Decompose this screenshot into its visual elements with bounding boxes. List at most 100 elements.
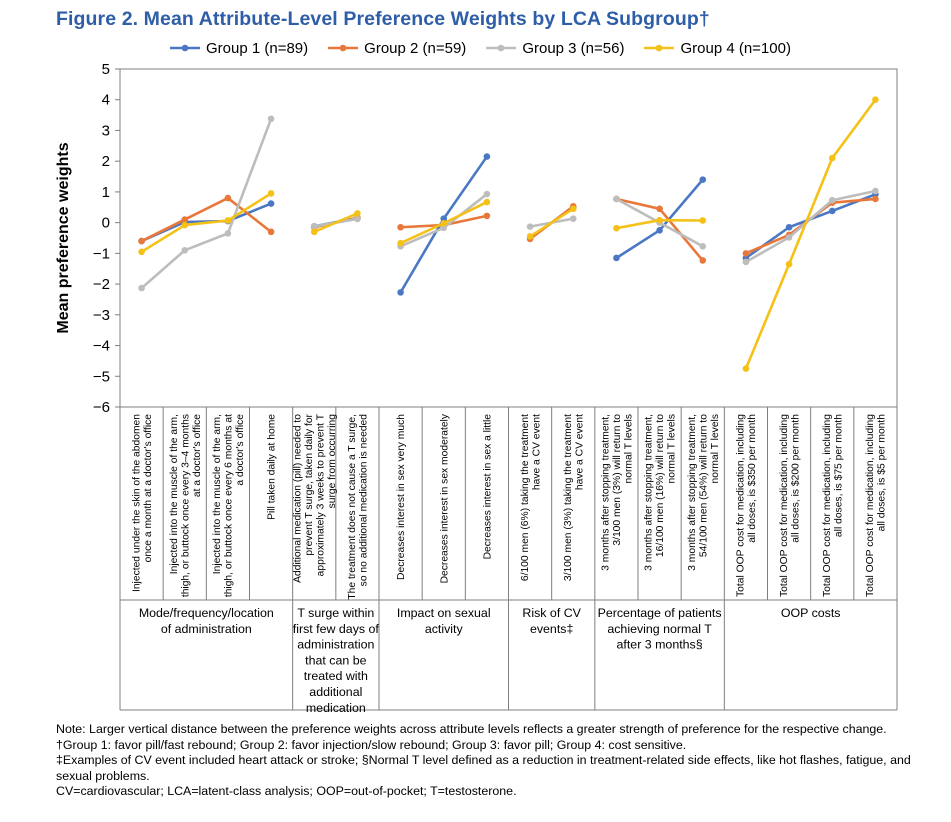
data-point: [397, 289, 404, 296]
y-tick-label: 2: [102, 153, 110, 170]
data-point: [872, 96, 879, 104]
data-point: [699, 176, 707, 183]
category-label: Injected into the muscle of the arm,thig…: [169, 414, 203, 597]
data-point: [656, 216, 663, 224]
note-line: Note: Larger vertical distance between t…: [56, 722, 887, 736]
category-label: Total OOP cost for medication, including…: [779, 414, 802, 597]
y-tick-label: 4: [102, 92, 110, 109]
data-point: [181, 246, 189, 254]
data-point: [138, 284, 145, 292]
line-chart: 5 4 3 2 1 0 −1 −2 −3 −4 −5 −6 Mean preference weight…: [55, 61, 898, 712]
legend-swatch: [328, 44, 359, 52]
chart-notes: Note: Larger vertical distance between t…: [56, 722, 916, 800]
data-point: [267, 228, 275, 236]
data-point: [526, 233, 534, 240]
data-point: [569, 215, 577, 222]
series-line-segment: [140, 192, 272, 253]
group-labels: Mode/frequency/location of administration…: [139, 606, 841, 712]
category-label: Additional medication (pill) needed topr…: [293, 413, 339, 583]
data-point: [828, 207, 836, 215]
category-label: Total OOP cost for medication, including…: [736, 414, 759, 597]
y-tick-label: 0: [102, 215, 110, 232]
data-point: [872, 187, 879, 195]
series-group-4-n-100: [138, 96, 879, 372]
figure-title: Figure 2. Mean Attribute-Level Preferenc…: [56, 8, 710, 30]
data-point: [267, 200, 275, 207]
series-line-segment: [745, 193, 876, 260]
data-point: [138, 237, 145, 245]
category-label: Decreases interest in sex a little: [482, 414, 493, 560]
data-point: [354, 215, 361, 223]
data-point: [483, 190, 491, 198]
data-point: [224, 230, 232, 237]
group-label: Risk of CV events‡: [522, 606, 581, 636]
data-point: [742, 250, 750, 257]
legend-label: Group 4 (n=100): [680, 39, 791, 57]
data-point: [872, 195, 879, 203]
data-point: [483, 153, 491, 160]
series-line-segment: [529, 207, 574, 238]
data-point: [569, 205, 577, 213]
group-label: OOP costs: [781, 606, 841, 620]
category-label: Pill taken daily at home: [267, 414, 278, 520]
legend-label: Group 2 (n=59): [364, 39, 467, 57]
y-axis-label: Mean preference weights: [55, 142, 72, 333]
category-labels: Injected under the skin of the abdomenon…: [131, 413, 887, 600]
data-point: [742, 258, 750, 266]
y-tick-label: 5: [102, 61, 110, 78]
chart-legend: Group 1 (n=89) Group 2 (n=59) Group 3 (n=5…: [170, 38, 811, 58]
category-label: Injected under the skin of the abdomenon…: [131, 414, 154, 592]
legend-swatch: [170, 44, 200, 52]
category-label: 3/100 men (3%) taking the treatmenthave …: [563, 414, 586, 581]
series-line-segment: [744, 98, 877, 370]
data-point: [440, 219, 448, 227]
data-point: [613, 195, 620, 203]
data-point: [267, 190, 275, 197]
y-tick-label: −4: [93, 338, 110, 355]
y-tick-label: −5: [93, 368, 110, 385]
y-tick-label: −3: [93, 307, 110, 324]
legend-label: Group 1 (n=89): [206, 39, 309, 57]
series-line-segment: [745, 189, 876, 264]
category-label: Injected into the muscle of the arm,thig…: [212, 414, 246, 597]
legend-item: Group 1 (n=89): [170, 38, 308, 58]
category-label: 3 months after stopping treatment,54/100…: [687, 414, 721, 571]
data-point: [310, 228, 318, 236]
chart-axes: 5 4 3 2 1 0 −1 −2 −3 −4 −5 −6 Mean preference weight…: [55, 61, 898, 711]
series-line-segment: [141, 196, 272, 243]
legend-label: Group 3 (n=56): [522, 39, 625, 57]
category-label: Decreases interest in sex very much: [396, 414, 407, 580]
data-point: [656, 227, 663, 234]
data-point: [440, 224, 448, 232]
data-point: [181, 221, 189, 229]
data-point: [613, 224, 620, 232]
category-label: 6/100 men (6%) taking the treatmenthave …: [520, 414, 543, 581]
category-label: 3 months after stopping treatment,3/100 …: [600, 414, 634, 571]
data-point: [267, 115, 275, 123]
abbreviations-note: CV=cardiovascular; LCA=latent-class anal…: [56, 784, 517, 798]
data-point: [224, 217, 232, 224]
group-label: Impact on sexual activity: [397, 606, 491, 636]
data-point: [138, 248, 145, 256]
data-point: [397, 223, 404, 231]
legend-item: Group 3 (n=56): [486, 38, 624, 58]
data-point: [699, 257, 707, 264]
data-point: [224, 194, 232, 202]
data-point: [613, 254, 620, 262]
data-point: [526, 223, 534, 230]
data-point: [181, 216, 189, 223]
data-point: [785, 223, 793, 231]
category-label: 3 months after stopping treatment,16/100…: [644, 414, 678, 571]
data-point: [828, 154, 836, 162]
data-point: [656, 205, 663, 213]
data-point: [310, 223, 318, 230]
data-point: [699, 242, 707, 250]
series-line-segment: [745, 197, 876, 255]
data-point: [440, 215, 448, 222]
data-point: [397, 239, 404, 247]
series-line-segment: [313, 212, 358, 234]
data-point: [354, 210, 361, 217]
group-label: Mode/frequency/location of administration: [139, 606, 274, 636]
legend-swatch: [644, 44, 675, 52]
legend-item: Group 4 (n=100): [644, 38, 791, 58]
